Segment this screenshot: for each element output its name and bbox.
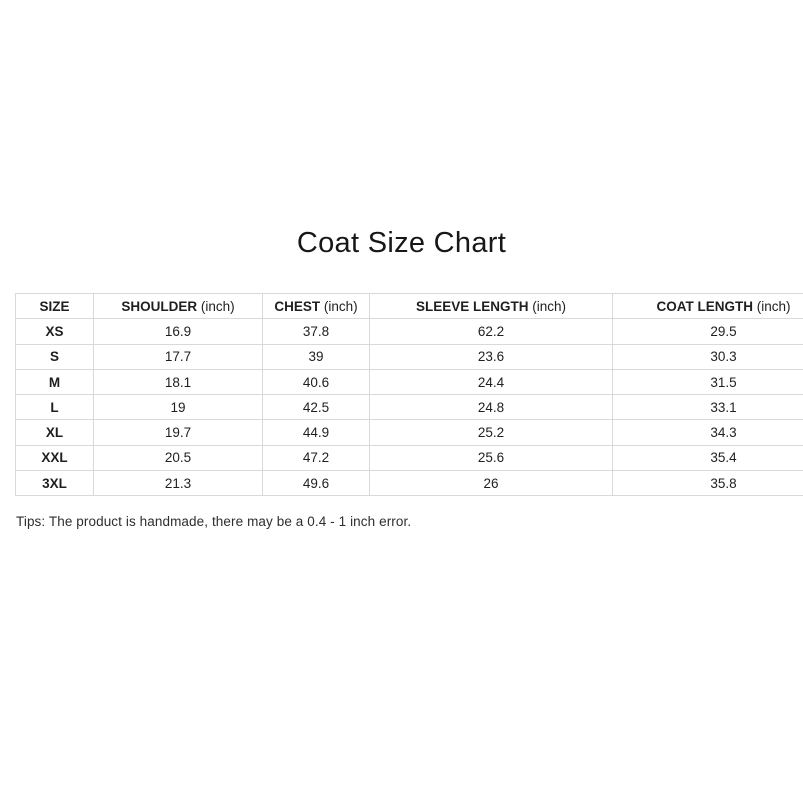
column-header-unit: (inch) [752, 298, 791, 314]
table-row: S 17.7 39 23.6 30.3 [15, 343, 803, 370]
column-header-label: SIZE [39, 298, 70, 314]
cell-value: 35.8 [612, 470, 803, 497]
size-label: XS [15, 318, 94, 345]
size-chart-table: SIZE SHOULDER (inch) CHEST (inch) SLEEVE LE… [15, 292, 803, 497]
table-row: 3XL 21.3 49.6 26 35.8 [15, 470, 803, 497]
column-header: SLEEVE LENGTH (inch) [369, 292, 613, 320]
cell-value: 16.9 [93, 318, 263, 345]
cell-value: 20.5 [93, 444, 263, 472]
table-header: SIZE SHOULDER (inch) CHEST (inch) SLEEVE LE… [15, 292, 803, 320]
cell-value: 30.3 [612, 343, 803, 370]
size-label: M [15, 368, 94, 396]
column-header: SHOULDER (inch) [93, 292, 263, 320]
column-header-label: CHEST [274, 298, 321, 314]
cell-value: 26 [369, 470, 613, 497]
cell-value: 40.6 [262, 368, 370, 396]
table-row: M 18.1 40.6 24.4 31.5 [15, 368, 803, 396]
cell-value: 31.5 [612, 368, 803, 396]
table-row: XL 19.7 44.9 25.2 34.3 [15, 419, 803, 446]
table-row: XXL 20.5 47.2 25.6 35.4 [15, 444, 803, 472]
cell-value: 44.9 [262, 419, 370, 446]
cell-value: 29.5 [612, 318, 803, 345]
cell-value: 62.2 [369, 318, 613, 345]
column-header-unit: (inch) [320, 298, 358, 314]
column-header: COAT LENGTH (inch) [612, 292, 803, 320]
cell-value: 25.6 [369, 444, 613, 472]
cell-value: 35.4 [612, 444, 803, 472]
cell-value: 47.2 [262, 444, 370, 472]
header-row: SIZE SHOULDER (inch) CHEST (inch) SLEEVE LE… [15, 292, 803, 320]
cell-value: 19 [93, 394, 263, 421]
cell-value: 17.7 [93, 343, 263, 370]
cell-value: 49.6 [262, 470, 370, 497]
cell-value: 25.2 [369, 419, 613, 446]
column-header-unit: (inch) [197, 298, 235, 314]
size-label: XL [15, 419, 94, 446]
size-label: L [15, 394, 94, 421]
cell-value: 23.6 [369, 343, 613, 370]
cell-value: 19.7 [93, 419, 263, 446]
cell-value: 24.4 [369, 368, 613, 396]
cell-value: 33.1 [612, 394, 803, 421]
column-header: SIZE [15, 292, 94, 320]
cell-value: 37.8 [262, 318, 370, 345]
cell-value: 24.8 [369, 394, 613, 421]
size-label: XXL [15, 444, 94, 472]
table-row: L 19 42.5 24.8 33.1 [15, 394, 803, 421]
table-body: XS 16.9 37.8 62.2 29.5 S 17.7 39 23.6 30.3 M 18.1 40… [15, 318, 803, 497]
size-label: 3XL [15, 470, 94, 497]
page-title: Coat Size Chart [296, 227, 507, 259]
cell-value: 42.5 [262, 394, 370, 421]
column-header-unit: (inch) [528, 298, 567, 314]
cell-value: 39 [262, 343, 370, 370]
column-header-label: COAT LENGTH [656, 298, 753, 314]
cell-value: 34.3 [612, 419, 803, 446]
size-label: S [15, 343, 94, 370]
column-header-label: SLEEVE LENGTH [415, 298, 529, 314]
cell-value: 21.3 [93, 470, 263, 497]
column-header-label: SHOULDER [121, 298, 198, 314]
column-header: CHEST (inch) [262, 292, 370, 320]
cell-value: 18.1 [93, 368, 263, 396]
table-row: XS 16.9 37.8 62.2 29.5 [15, 318, 803, 345]
tips-note: Tips: The product is handmade, there may… [16, 514, 412, 529]
